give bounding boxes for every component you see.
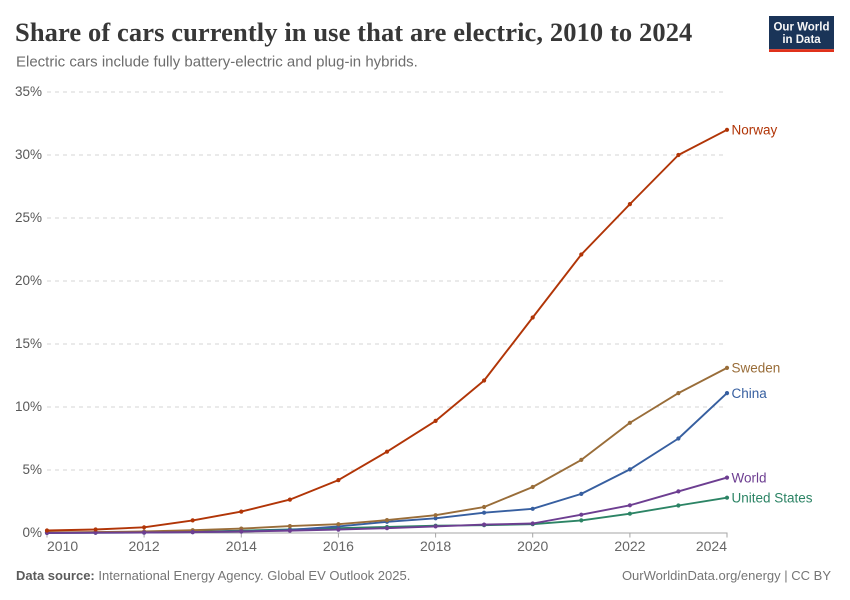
- svg-text:United States: United States: [732, 490, 813, 505]
- svg-text:2022: 2022: [614, 538, 645, 554]
- svg-text:World: World: [732, 470, 767, 485]
- svg-text:2016: 2016: [323, 538, 354, 554]
- svg-text:OurWorldinData.org/energy | CC: OurWorldinData.org/energy | CC BY: [622, 568, 831, 583]
- svg-text:35%: 35%: [15, 84, 42, 99]
- svg-text:in Data: in Data: [782, 34, 821, 46]
- svg-text:China: China: [732, 386, 768, 401]
- svg-text:25%: 25%: [15, 210, 42, 225]
- svg-text:15%: 15%: [15, 336, 42, 351]
- svg-text:30%: 30%: [15, 147, 42, 162]
- svg-text:Share of cars currently in use: Share of cars currently in use that are …: [15, 17, 692, 47]
- svg-text:2010: 2010: [47, 538, 78, 554]
- svg-text:2014: 2014: [226, 538, 257, 554]
- svg-text:Sweden: Sweden: [732, 361, 781, 376]
- svg-text:Norway: Norway: [732, 123, 778, 138]
- svg-text:2012: 2012: [129, 538, 160, 554]
- svg-text:20%: 20%: [15, 273, 42, 288]
- svg-text:Our World: Our World: [773, 22, 829, 34]
- svg-text:Data source: International Ene: Data source: International Energy Agency…: [16, 568, 410, 583]
- svg-text:2018: 2018: [420, 538, 451, 554]
- svg-text:10%: 10%: [15, 399, 42, 414]
- svg-text:2020: 2020: [517, 538, 548, 554]
- svg-text:0%: 0%: [22, 525, 42, 540]
- svg-text:2024: 2024: [696, 538, 727, 554]
- svg-text:5%: 5%: [22, 462, 42, 477]
- svg-text:Electric cars include fully ba: Electric cars include fully battery-elec…: [16, 54, 418, 71]
